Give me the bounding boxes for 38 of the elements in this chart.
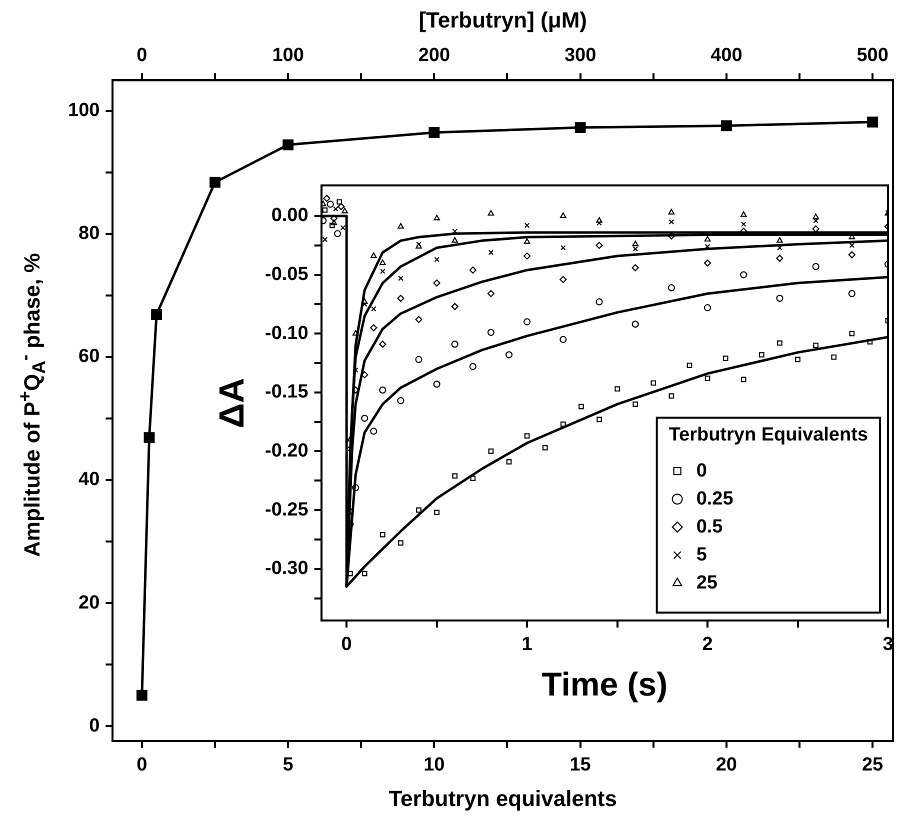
legend-label: 5 [696, 544, 708, 566]
y-tick-label: 60 [78, 346, 100, 368]
x-tick-label: 2 [702, 634, 713, 656]
legend-label: 0.25 [696, 488, 734, 510]
x2-tick-label: 400 [710, 45, 742, 66]
y-tick-label: 0.00 [271, 205, 308, 226]
x-tick-label: 15 [570, 754, 592, 776]
y-tick-label: -0.20 [264, 440, 308, 462]
y-tick-label: -0.15 [264, 382, 309, 403]
legend-label: 25 [696, 572, 718, 594]
x2-tick-label: 300 [564, 45, 596, 66]
x-tick-label: 5 [282, 754, 294, 776]
y-tick-label: -0.05 [264, 264, 309, 286]
y-tick-label: 100 [68, 100, 100, 122]
y-axis-title: ΔA [212, 378, 252, 428]
legend-label: 0.5 [696, 516, 724, 538]
x2-axis-title: [Terbutryn] (μM) [418, 7, 587, 32]
x2-tick-label: 200 [418, 45, 450, 66]
y-tick-label: -0.30 [264, 558, 308, 580]
x-tick-label: 10 [424, 754, 445, 776]
y-tick-label: -0.10 [264, 322, 308, 344]
legend-title: Terbutryn Equivalents [668, 424, 868, 446]
y-tick-label: 0 [89, 715, 100, 736]
x-axis-title: Time (s) [542, 665, 668, 702]
x-tick-label: 25 [862, 754, 884, 776]
x-tick-label: 3 [882, 634, 894, 656]
x2-tick-label: 500 [856, 45, 888, 66]
y-tick-label: -0.25 [264, 499, 309, 520]
legend-label: 0 [696, 460, 707, 482]
x-axis-title: Terbutryn equivalents [388, 786, 617, 811]
y-tick-label: 20 [78, 592, 100, 614]
x-tick-label: 20 [716, 754, 737, 776]
x-tick-label: 0 [341, 634, 352, 656]
x2-tick-label: 0 [136, 45, 148, 66]
x-tick-label: 0 [136, 754, 148, 776]
y-tick-label: 40 [78, 469, 100, 490]
y-tick-label: 80 [78, 223, 100, 244]
x-tick-label: 1 [522, 634, 533, 656]
